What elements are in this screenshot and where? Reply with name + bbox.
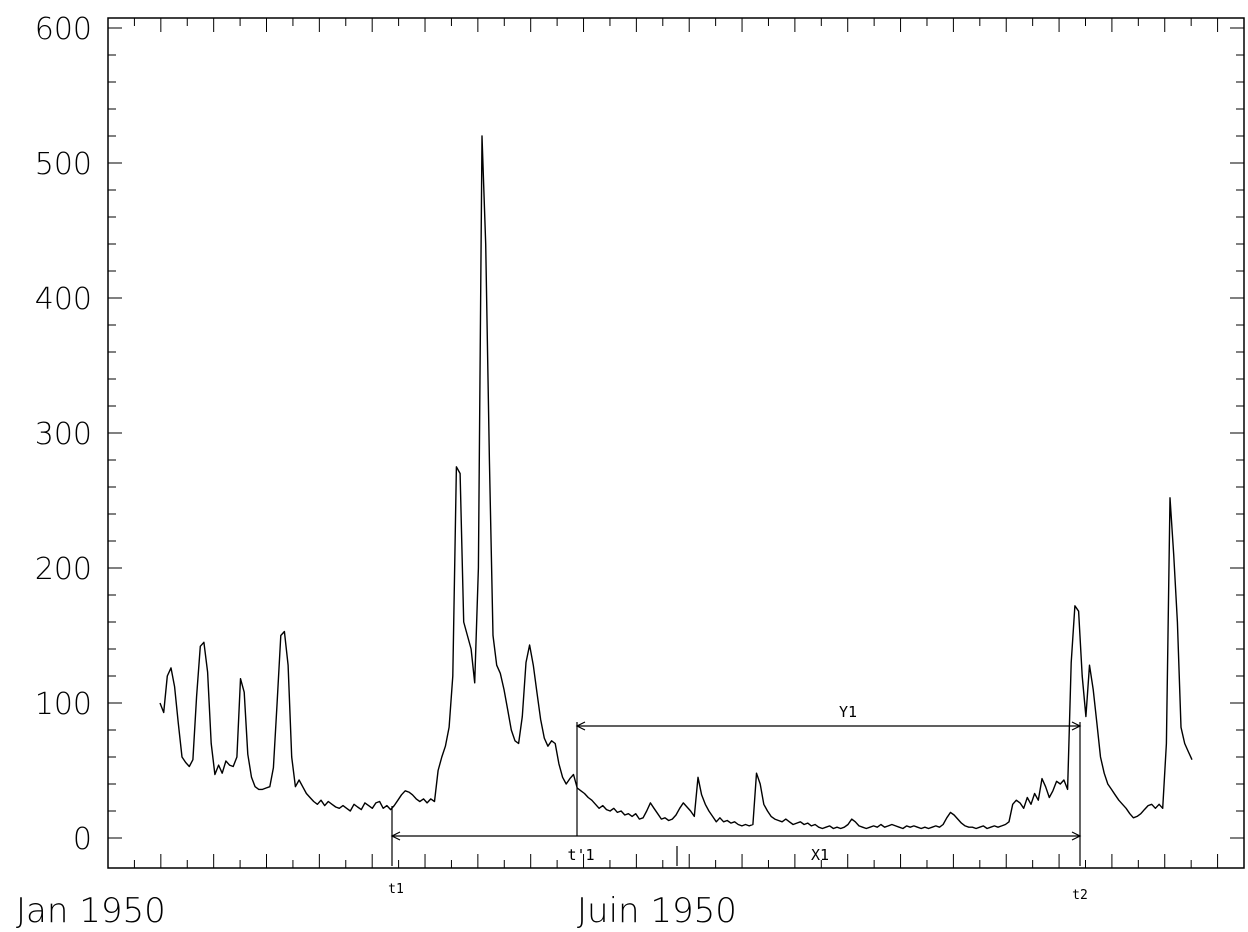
y-tick-label-200: 200 <box>35 552 92 587</box>
y-tick-label-400: 400 <box>35 282 92 317</box>
y-tick-label-100: 100 <box>35 687 92 722</box>
y1-arrowhead-right <box>1071 721 1082 731</box>
t1-label: t1 <box>388 882 404 897</box>
y-axis-ticks <box>108 27 1244 839</box>
y1-arrowhead-left <box>575 721 586 731</box>
y-tick-label-600: 600 <box>35 12 92 47</box>
y-axis-tick-labels: 0 100 200 300 400 500 600 <box>35 12 92 857</box>
y-tick-label-500: 500 <box>35 147 92 182</box>
x-label-juin-1950: Juin 1950 <box>577 891 737 931</box>
t-prime-1-label: t'1 <box>567 846 594 864</box>
t2-label: t2 <box>1072 888 1088 903</box>
y1-label: Y1 <box>839 703 857 721</box>
x1-label: X1 <box>811 846 829 864</box>
series-line <box>159 135 1193 830</box>
x1-arrowhead-left <box>390 831 401 841</box>
x-label-jan-1950: Jan 1950 <box>16 891 166 931</box>
y-tick-label-0: 0 <box>73 822 92 857</box>
annotation-group: Y1 t'1 X1 t1 t2 <box>388 703 1088 903</box>
x1-arrowhead-right <box>1071 831 1082 841</box>
y-tick-label-300: 300 <box>35 417 92 452</box>
plot-frame <box>107 17 1245 869</box>
x-axis-ticks <box>133 18 1219 868</box>
